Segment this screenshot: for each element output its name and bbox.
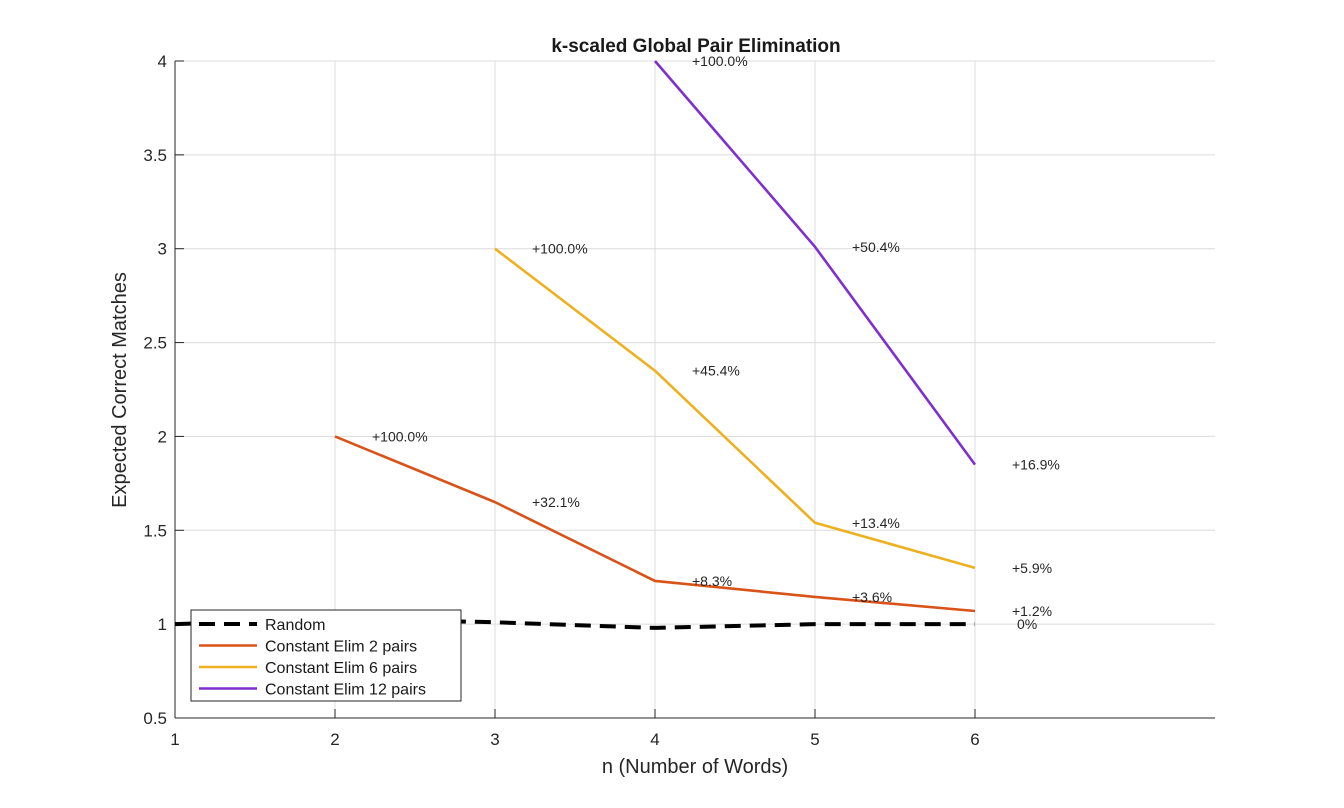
x-tick-label: 3 [490, 730, 499, 749]
y-tick-label: 1 [158, 615, 167, 634]
y-tick-label: 3.5 [143, 146, 167, 165]
x-tick-label: 4 [650, 730, 659, 749]
series-lines [174, 60, 977, 630]
data-label: +3.6% [852, 589, 892, 605]
y-tick-label: 0.5 [143, 709, 167, 728]
series-line-1 [334, 435, 976, 613]
data-label: +45.4% [692, 363, 740, 379]
data-label: +100.0% [532, 241, 588, 257]
data-label: 0% [1017, 616, 1037, 632]
y-tick-label: 4 [158, 52, 167, 71]
data-label: +8.3% [692, 573, 732, 589]
y-tick-label: 2 [158, 427, 167, 446]
x-tick-label: 2 [330, 730, 339, 749]
x-tick-label: 1 [170, 730, 179, 749]
x-axis-label: n (Number of Words) [602, 756, 788, 778]
y-tick-label: 1.5 [143, 521, 167, 540]
data-labels: +100.0% +32.1% +8.3% +3.6% +1.2% +100.0% +45.4… [372, 53, 1060, 632]
y-tick-label: 2.5 [143, 334, 167, 353]
chart-title: k-scaled Global Pair Elimination [551, 36, 840, 57]
data-label: +5.9% [1012, 560, 1052, 576]
data-label: +100.0% [372, 428, 428, 444]
y-axis-label: Expected Correct Matches [109, 272, 131, 508]
data-label: +13.4% [852, 515, 900, 531]
x-tick-label: 5 [810, 730, 819, 749]
series-line-3 [654, 60, 977, 466]
x-tick-label: 6 [970, 730, 979, 749]
y-tick-label: 3 [158, 240, 167, 259]
data-label: +1.2% [1012, 603, 1052, 619]
data-label: +16.9% [1012, 457, 1060, 473]
legend-label: Random [265, 617, 325, 634]
grid [174, 60, 1215, 719]
legend-label: Constant Elim 12 pairs [265, 682, 426, 699]
data-label: +50.4% [852, 239, 900, 255]
data-label: +32.1% [532, 494, 580, 510]
data-label: +100.0% [692, 53, 748, 69]
series-line-2 [494, 247, 976, 570]
axes: 1 2 3 4 5 60.511.522.533.54 [143, 52, 1215, 749]
legend: Random Constant Elim 2 pairs Constant Elim… [190, 609, 462, 702]
legend-label: Constant Elim 6 pairs [265, 660, 417, 677]
legend-label: Constant Elim 2 pairs [265, 639, 417, 656]
